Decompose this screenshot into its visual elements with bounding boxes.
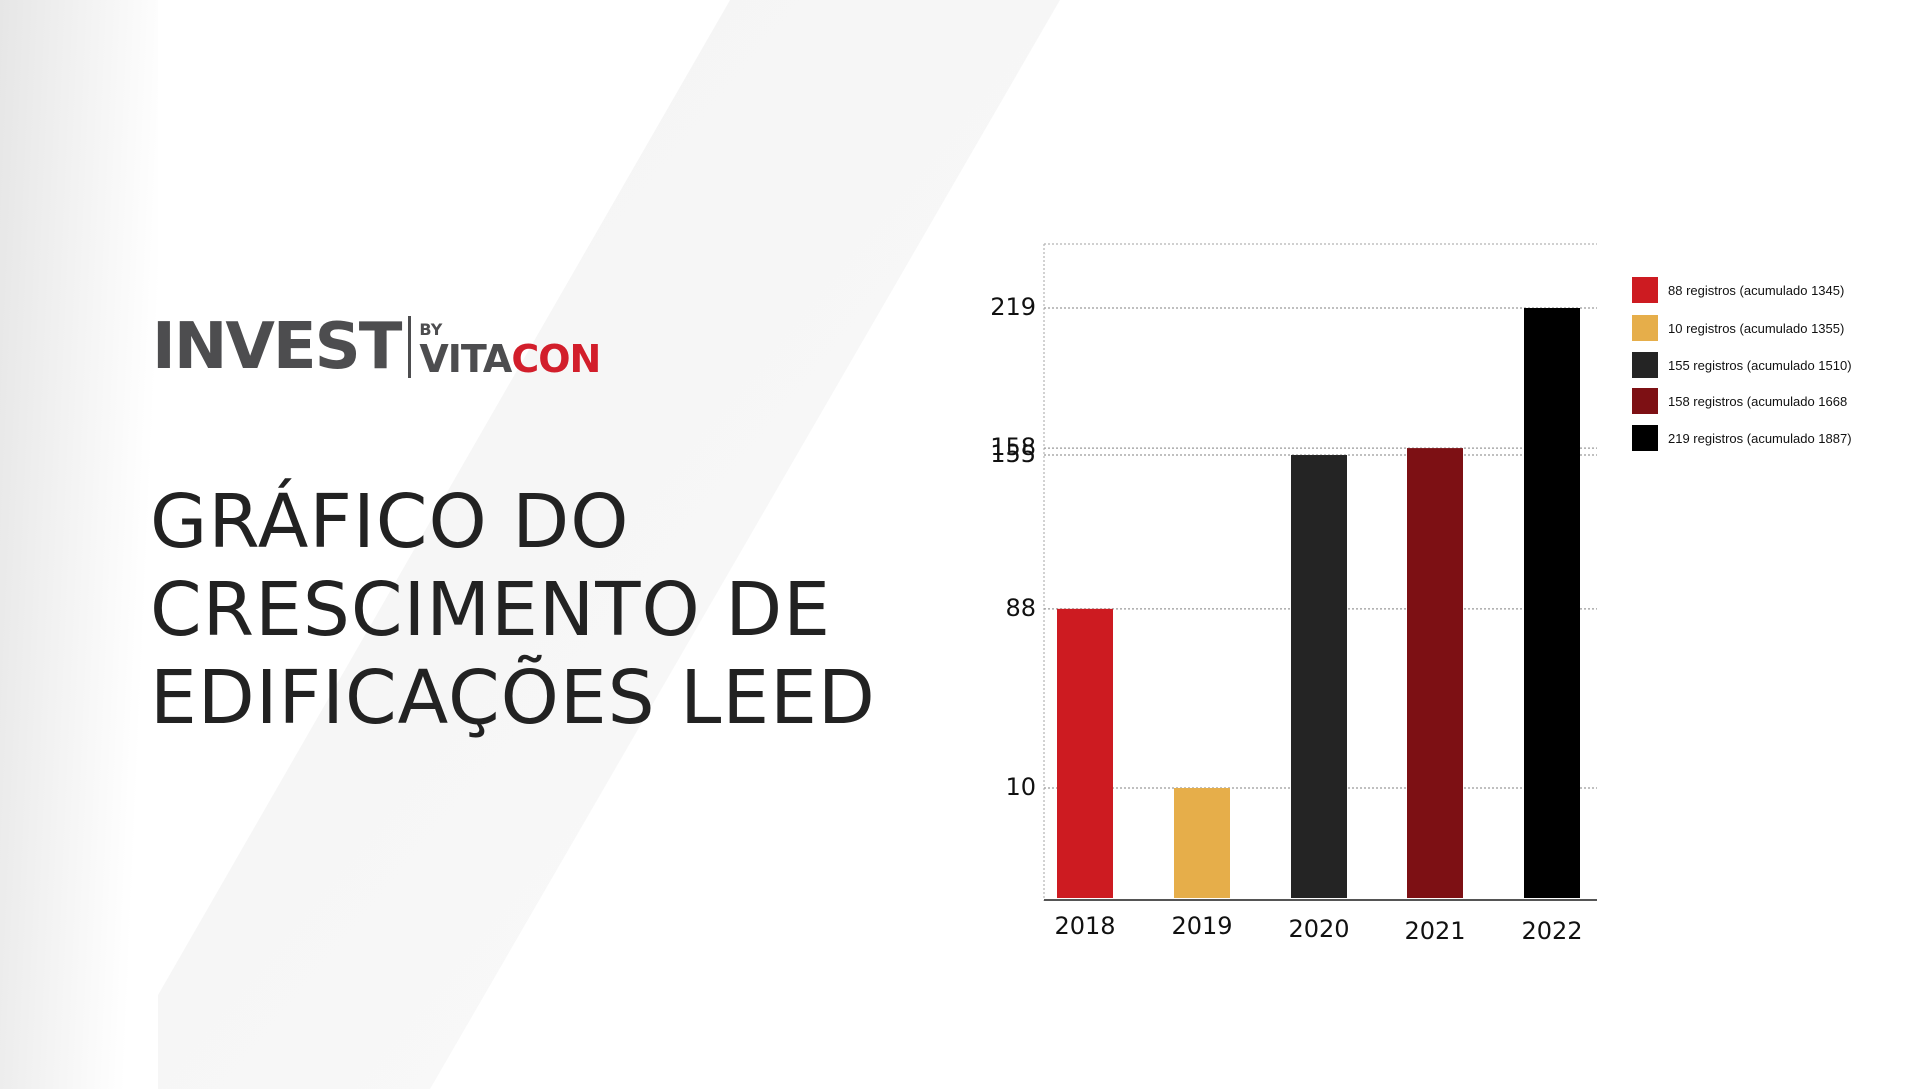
logo-brand-part-gray: VITA: [419, 337, 512, 381]
logo-by-text: BY: [419, 320, 443, 339]
legend-item: 10 registros (acumulado 1355): [1632, 315, 1844, 341]
title-line: CRESCIMENTO DE: [150, 567, 831, 653]
bar-2018: [1057, 608, 1113, 898]
legend-swatch: [1632, 315, 1658, 341]
logo-divider: [408, 316, 412, 378]
legend-item: 88 registros (acumulado 1345): [1632, 277, 1844, 303]
page-title: GRÁFICO DO CRESCIMENTO DE EDIFICAÇÕES LE…: [150, 478, 876, 742]
x-tick-label: 2020: [1288, 915, 1349, 943]
legend-swatch: [1632, 352, 1658, 378]
legend-label: 158 registros (acumulado 1668: [1668, 393, 1848, 409]
brand-logo: INVEST BY VITA CON: [152, 310, 601, 384]
legend-label: 10 registros (acumulado 1355): [1668, 320, 1845, 336]
bar-2022: [1524, 308, 1580, 898]
legend-label: 88 registros (acumulado 1345): [1668, 282, 1845, 298]
bar-2019: [1174, 788, 1230, 898]
x-tick-label: 2018: [1054, 912, 1115, 940]
y-tick-label: 88: [1005, 594, 1036, 622]
legend-swatch: [1632, 277, 1658, 303]
y-tick-label: 10: [1005, 773, 1036, 801]
legend-label: 219 registros (acumulado 1887): [1668, 430, 1852, 446]
chart-legend: 88 registros (acumulado 1345) 10 registro…: [1632, 0, 1912, 1089]
legend-item: 155 registros (acumulado 1510): [1632, 352, 1852, 378]
legend-item: 219 registros (acumulado 1887): [1632, 425, 1852, 451]
bar-2020: [1291, 454, 1347, 898]
y-tick-label: 158: [990, 433, 1036, 461]
x-tick-label: 2021: [1404, 917, 1465, 945]
logo-byline: BY VITA CON: [419, 316, 601, 381]
logo-brand: VITA CON: [419, 337, 601, 381]
bar-2021: [1407, 448, 1463, 898]
legend-swatch: [1632, 388, 1658, 414]
legend-swatch: [1632, 425, 1658, 451]
x-tick-label: 2019: [1171, 912, 1232, 940]
legend-item: 158 registros (acumulado 1668: [1632, 388, 1847, 414]
x-tick-label: 2022: [1521, 917, 1582, 945]
title-line: EDIFICAÇÕES LEED: [150, 655, 876, 741]
logo-brand-part-red: CON: [511, 337, 601, 381]
title-line: GRÁFICO DO: [150, 479, 630, 565]
logo-invest-text: INVEST: [152, 310, 402, 384]
y-tick-label: 155: [990, 440, 1036, 468]
legend-label: 155 registros (acumulado 1510): [1668, 357, 1852, 373]
y-tick-label: 219: [990, 293, 1036, 321]
